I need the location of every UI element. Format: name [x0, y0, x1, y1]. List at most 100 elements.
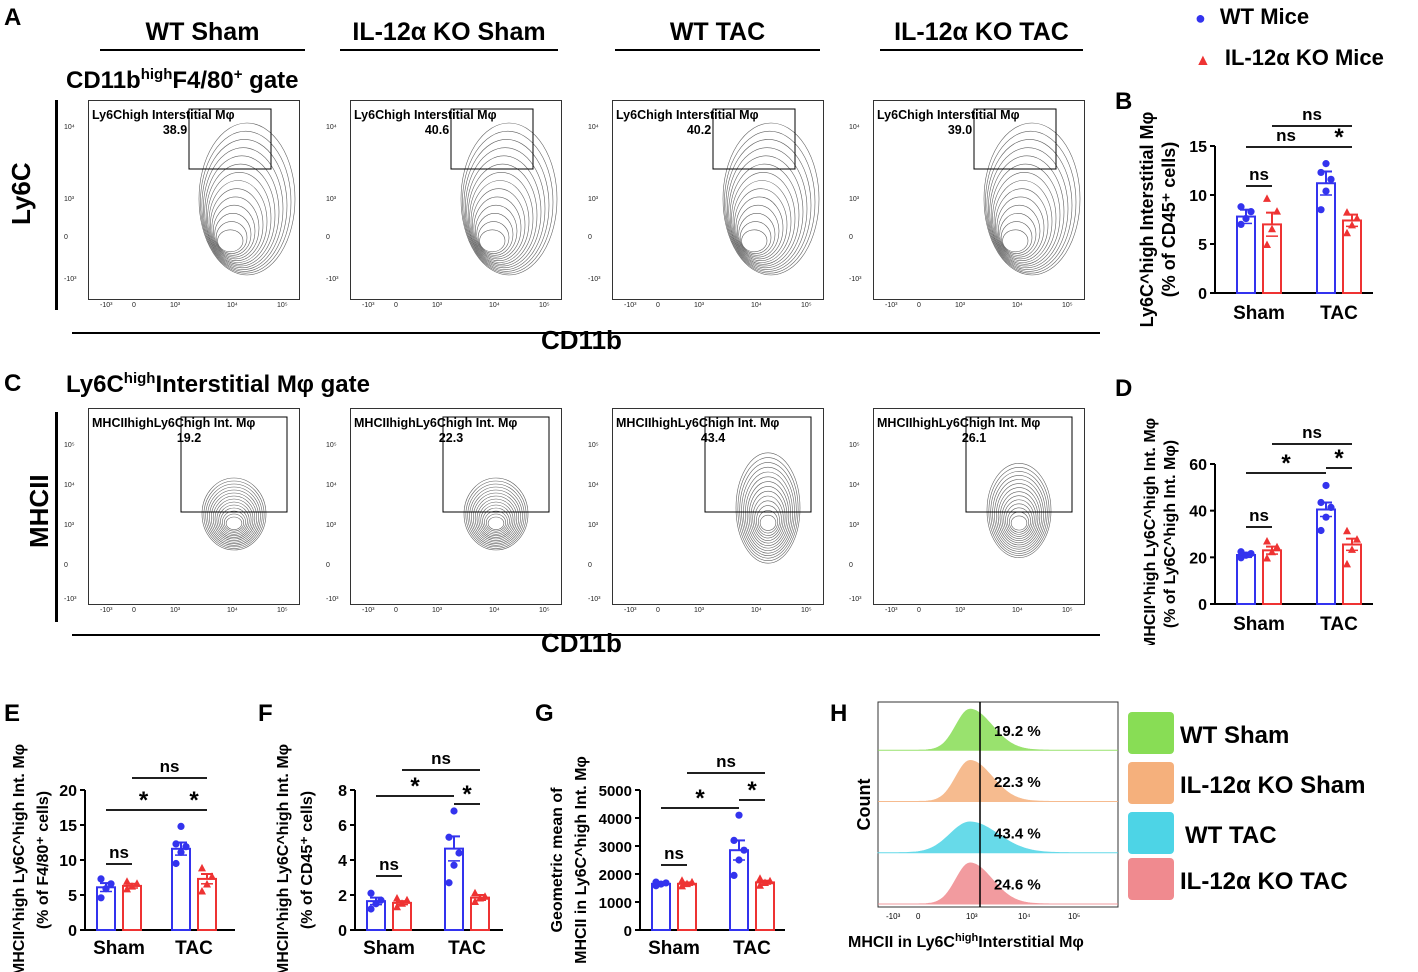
contour-line — [994, 479, 1044, 550]
histogram-xtick-label: 0 — [916, 912, 921, 921]
bar-tac-ko — [1342, 543, 1362, 605]
category-label-tac: TAC — [1320, 614, 1358, 635]
significance-label: ns — [160, 757, 180, 776]
contour-line — [737, 457, 799, 561]
gate-value-label: 40.2 — [686, 123, 712, 137]
category-label-sham: Sham — [363, 938, 415, 959]
flow-ytick-label: 10³ — [64, 196, 75, 203]
bar-tac-ko — [197, 877, 217, 931]
legend-ko-marker: ▲ — [1195, 52, 1211, 69]
flow-xtick-label: 0 — [132, 302, 136, 309]
contour-line — [212, 204, 256, 258]
histogram-legend-label-3: IL-12α KO TAC — [1180, 868, 1348, 895]
data-point — [177, 822, 185, 830]
significance-label: ns — [379, 855, 399, 874]
data-point — [172, 840, 180, 848]
histogram-xtick-label: 10⁵ — [1068, 912, 1080, 921]
gate-value-label: 26.1 — [961, 431, 987, 445]
flow-ytick-label: 0 — [849, 562, 853, 569]
data-point — [1268, 547, 1276, 556]
data-point — [1343, 526, 1351, 535]
contour-line — [725, 139, 812, 272]
data-point — [766, 876, 774, 885]
flow-xtick-label: -10³ — [624, 607, 637, 614]
contour-line — [470, 180, 530, 263]
data-point — [652, 878, 660, 886]
histogram-curve-0 — [878, 708, 1118, 751]
contour-line — [989, 155, 1065, 269]
y-tick-label: 5 — [1198, 237, 1207, 254]
gate-name-label: MHCIIhighLy6Chigh Int. Mφ — [354, 416, 518, 430]
contour-line — [997, 204, 1041, 258]
panel-label-f: F — [258, 700, 273, 727]
contour-line — [1000, 221, 1033, 254]
data-point — [471, 888, 479, 897]
contour-line — [473, 196, 522, 260]
y-tick-label: 40 — [1189, 504, 1207, 521]
gate-rect — [180, 416, 288, 513]
y-axis-label-1: MHCII^high Ly6C^high Int. Mφ — [275, 744, 292, 972]
flow-ytick-label: -10³ — [326, 596, 339, 603]
data-point — [1353, 535, 1361, 543]
mhcii-axis-bar — [55, 412, 58, 622]
flow-plot-svg — [965, 416, 1073, 559]
gate-rect — [188, 108, 272, 170]
flow-ytick-label: 10³ — [849, 196, 860, 203]
flow-plot-flowA-2 — [612, 100, 824, 300]
bar-sham-ko — [122, 884, 142, 931]
flow-xtick-label: 10³ — [694, 302, 705, 309]
data-point — [1322, 187, 1330, 195]
y-tick-label: 4000 — [599, 811, 632, 828]
flow-ytick-label: 0 — [326, 234, 330, 241]
y-tick-label: 20 — [59, 783, 77, 800]
data-point — [1322, 160, 1330, 168]
flow-plot-flowC-1 — [350, 408, 562, 605]
gate-name-label: MHCIIhighLy6Chigh Int. Mφ — [616, 416, 780, 430]
flow-ytick-label: -10³ — [64, 596, 77, 603]
data-point — [1237, 220, 1245, 228]
flow-xtick-label: 10³ — [432, 302, 443, 309]
data-point — [1263, 536, 1271, 545]
significance-label: * — [747, 777, 757, 804]
flow-xtick-label: 10⁵ — [1062, 607, 1073, 614]
gate-name-label: MHCIIhighLy6Chigh Int. Mφ — [92, 416, 256, 430]
flow-xtick-label: -10³ — [100, 302, 113, 309]
data-point — [133, 879, 141, 887]
contour-line — [462, 130, 554, 274]
data-point — [1237, 548, 1245, 556]
contour-line — [484, 510, 508, 534]
significance-label: * — [1281, 450, 1291, 477]
contour-line — [220, 507, 248, 535]
contour-line — [754, 500, 782, 539]
y-tick-label: 0 — [1198, 597, 1207, 614]
data-point — [756, 874, 764, 882]
category-label-tac: TAC — [733, 938, 771, 959]
significance-label: ns — [1276, 126, 1296, 145]
data-point — [1317, 168, 1325, 177]
chart-f: 0 2 4 6 8 MHCII^high Ly6C^high Int. Mφ (% of C… — [275, 744, 503, 972]
contour-line — [999, 213, 1037, 256]
contour-line — [202, 147, 284, 270]
y-axis-label-2: (% of F4/80⁺ cells) — [35, 791, 52, 929]
y-tick-label: 60 — [1189, 457, 1207, 474]
flow-ytick-label: 10⁴ — [588, 482, 599, 489]
contour-line — [467, 483, 525, 548]
flow-xtick-label: 0 — [394, 607, 398, 614]
contour-line — [1005, 503, 1033, 537]
flow-xtick-label: 10³ — [170, 302, 181, 309]
flow-ytick-label: 10⁵ — [849, 442, 860, 449]
data-point — [735, 856, 743, 864]
group-header-wt-tac: WT TAC — [615, 18, 820, 51]
contour-line — [478, 501, 514, 538]
bar-sham-wt — [651, 882, 671, 932]
flow-ytick-label: -10³ — [849, 276, 862, 283]
data-point — [1237, 203, 1245, 211]
y-axis-label-2: MHCII in Ly6C^high Int. Mφ — [573, 756, 590, 964]
data-point — [1348, 220, 1356, 229]
contour-line — [466, 155, 542, 269]
contour-line — [995, 188, 1049, 262]
flow-ytick-label: 10⁵ — [588, 442, 599, 449]
data-point — [1327, 175, 1335, 183]
histogram-legend-label-1: IL-12α KO Sham — [1180, 772, 1366, 799]
flow-xtick-label: 10⁴ — [751, 607, 762, 614]
